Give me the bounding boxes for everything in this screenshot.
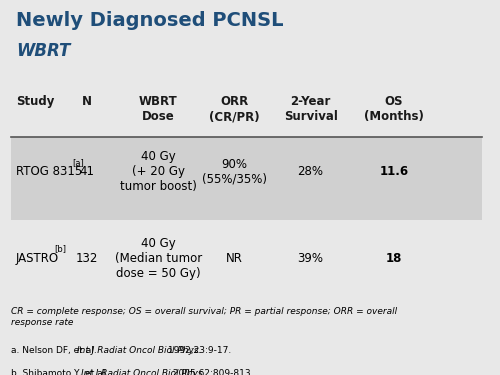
Text: Int J Radiat Oncol Biol Phys.: Int J Radiat Oncol Biol Phys.	[81, 369, 206, 375]
Text: 28%: 28%	[298, 165, 324, 178]
Text: RTOG 8315: RTOG 8315	[16, 165, 82, 178]
Text: 1992;23:9-17.: 1992;23:9-17.	[165, 346, 231, 355]
Text: ORR
(CR/PR): ORR (CR/PR)	[209, 95, 260, 123]
Text: WBRT: WBRT	[16, 42, 70, 60]
Text: [a]: [a]	[72, 158, 85, 167]
Text: N: N	[82, 95, 92, 108]
Text: 2005;62:809-813.: 2005;62:809-813.	[170, 369, 253, 375]
Text: 11.6: 11.6	[380, 165, 408, 178]
Text: Int J Radiat Oncol Biol Phys.: Int J Radiat Oncol Biol Phys.	[78, 346, 202, 355]
Text: b. Shibamoto Y, et al.: b. Shibamoto Y, et al.	[11, 369, 112, 375]
Text: OS
(Months): OS (Months)	[364, 95, 424, 123]
Text: 18: 18	[386, 252, 402, 264]
Text: 40 Gy
(+ 20 Gy
tumor boost): 40 Gy (+ 20 Gy tumor boost)	[120, 150, 197, 194]
Text: 39%: 39%	[298, 252, 324, 264]
Text: 90%
(55%/35%): 90% (55%/35%)	[202, 158, 267, 186]
Text: NR: NR	[226, 252, 243, 264]
Text: Newly Diagnosed PCNSL: Newly Diagnosed PCNSL	[16, 11, 283, 30]
Text: [b]: [b]	[54, 244, 66, 253]
Text: 41: 41	[80, 165, 95, 178]
Text: 2-Year
Survival: 2-Year Survival	[284, 95, 338, 123]
Text: WBRT
Dose: WBRT Dose	[139, 95, 178, 123]
Text: a. Nelson DF, et al.: a. Nelson DF, et al.	[11, 346, 100, 355]
Text: 132: 132	[76, 252, 98, 264]
Text: JASTRO: JASTRO	[16, 252, 59, 264]
Text: Study: Study	[16, 95, 54, 108]
FancyBboxPatch shape	[11, 137, 482, 220]
Text: 40 Gy
(Median tumor
dose = 50 Gy): 40 Gy (Median tumor dose = 50 Gy)	[115, 237, 202, 279]
Text: CR = complete response; OS = overall survival; PR = partial response; ORR = over: CR = complete response; OS = overall sur…	[11, 308, 398, 327]
